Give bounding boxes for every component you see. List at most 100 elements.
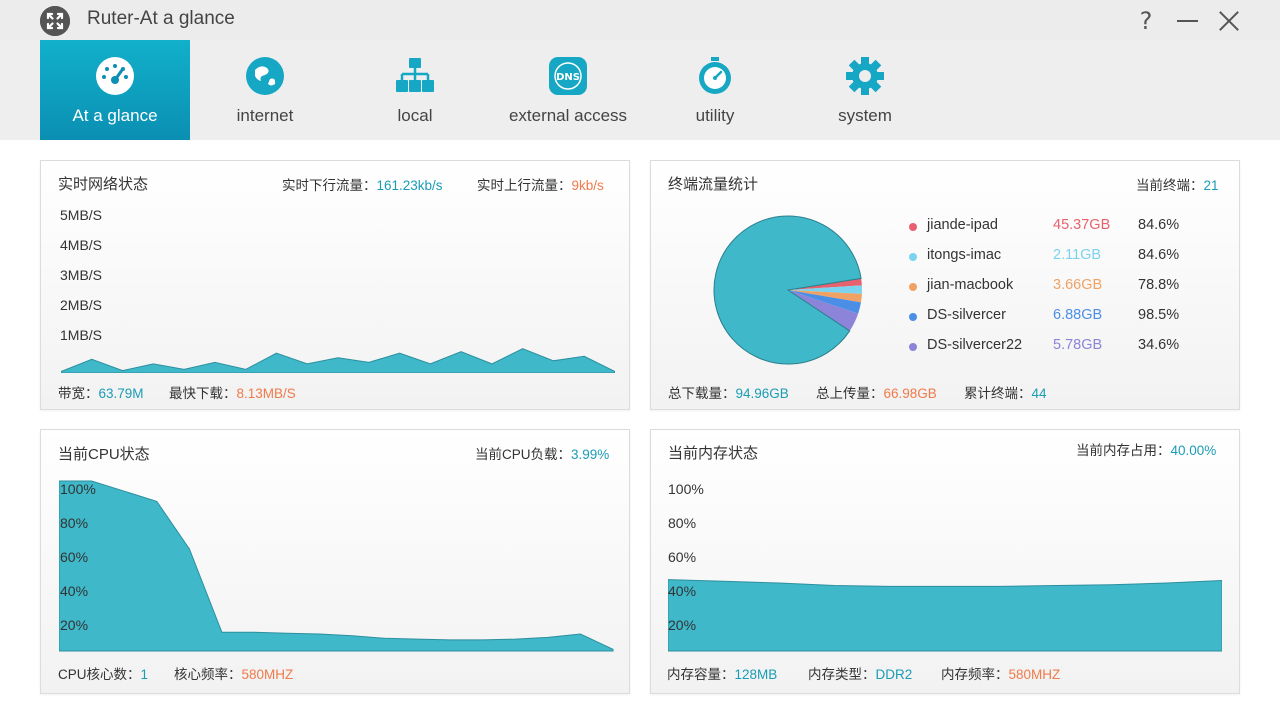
- current-terminals: 当前终端：21: [1136, 174, 1219, 194]
- main-nav: At a glance internet local: [0, 40, 1280, 140]
- y-tick-label: 60%: [668, 549, 697, 565]
- device-legend-item: DS-silvercer22 5.78GB 34.6%: [909, 337, 1219, 357]
- cpu-frequency: 核心频率：580MHZ: [174, 663, 293, 683]
- stopwatch-icon: [695, 56, 735, 96]
- stat-value: 3.99%: [571, 447, 610, 462]
- stat-value: 161.23kb/s: [376, 178, 443, 193]
- device-name: DS-silvercer22: [927, 337, 1023, 353]
- fastest-download: 最快下载：8.13MB/S: [169, 382, 296, 402]
- stat-label: 累计终端：: [964, 386, 1032, 401]
- total-upload: 总上传量：66.98GB: [816, 382, 937, 402]
- stat-label: 内存类型：: [808, 667, 876, 682]
- y-tick-label: 20%: [668, 617, 697, 633]
- legend-color-dot: [909, 253, 917, 261]
- legend-color-dot: [909, 223, 917, 231]
- stat-value: 40.00%: [1170, 443, 1217, 458]
- stat-label: 核心频率：: [174, 667, 242, 682]
- y-tick-label: 20%: [60, 617, 89, 633]
- stat-label: 总上传量：: [816, 386, 884, 401]
- stat-value: 9kb/s: [571, 178, 604, 193]
- y-tick-label: 100%: [668, 481, 704, 497]
- tab-at-a-glance[interactable]: At a glance: [40, 40, 190, 140]
- memory-capacity: 内存容量：128MB: [667, 663, 777, 683]
- device-legend-item: DS-silvercer 6.88GB 98.5%: [909, 307, 1219, 327]
- gear-icon: [845, 56, 885, 96]
- stat-label: 当前CPU负载：: [475, 447, 572, 462]
- y-tick-label: 2MB/S: [60, 297, 103, 313]
- device-traffic: 6.88GB: [1053, 307, 1103, 323]
- memory-frequency: 内存频率：580MHZ: [941, 663, 1060, 683]
- device-name: jiande-ipad: [927, 217, 998, 233]
- stat-label: 带宽：: [58, 386, 99, 401]
- help-button[interactable]: ?: [1139, 7, 1153, 35]
- panel-title: 当前内存状态: [668, 445, 759, 462]
- tab-utility[interactable]: utility: [640, 40, 790, 140]
- tab-internet[interactable]: internet: [190, 40, 340, 140]
- device-percent: 84.6%: [1138, 217, 1180, 233]
- minimize-button[interactable]: [1174, 8, 1200, 34]
- tab-system[interactable]: system: [790, 40, 940, 140]
- stat-value: 44: [1031, 386, 1047, 401]
- stat-value: 63.79M: [98, 386, 144, 401]
- pie-slice: [788, 285, 862, 294]
- terminal-traffic-pie-chart: [713, 215, 862, 365]
- cumulative-terminals: 累计终端：44: [964, 382, 1047, 402]
- memory-type: 内存类型：DDR2: [808, 663, 912, 683]
- y-tick-label: 60%: [60, 549, 89, 565]
- tab-local[interactable]: local: [340, 40, 490, 140]
- device-legend-item: jiande-ipad 45.37GB 84.6%: [909, 217, 1219, 237]
- downlink-rate: 实时下行流量：161.23kb/s: [282, 174, 443, 194]
- cpu-cores: CPU核心数：1: [58, 663, 148, 683]
- y-tick-label: 3MB/S: [60, 267, 103, 283]
- device-legend: jiande-ipad 45.37GB 84.6% itongs-imac 2.11GB…: [909, 217, 1219, 357]
- bandwidth: 带宽：63.79M: [58, 382, 144, 402]
- cpu-load: 当前CPU负载：3.99%: [475, 443, 609, 463]
- dns-icon: DNS: [548, 56, 588, 96]
- network-traffic-chart: [61, 348, 615, 373]
- device-percent: 78.8%: [1138, 277, 1180, 293]
- dashboard-icon: [95, 56, 135, 96]
- pie-slice: [713, 215, 862, 365]
- y-tick-label: 80%: [60, 515, 89, 531]
- tab-label: local: [397, 106, 433, 125]
- device-percent: 84.6%: [1138, 247, 1180, 263]
- stat-label: 最快下载：: [169, 386, 237, 401]
- y-tick-label: 100%: [60, 481, 96, 497]
- stat-label: 内存频率：: [941, 667, 1009, 682]
- globe-icon: [245, 56, 285, 96]
- device-legend-item: jian-macbook 3.66GB 78.8%: [909, 277, 1219, 297]
- device-name: DS-silvercer: [927, 307, 1006, 323]
- tab-label: system: [838, 106, 892, 125]
- y-tick-label: 40%: [668, 583, 697, 599]
- device-name: jian-macbook: [927, 277, 1014, 293]
- cpu-status-panel: 当前CPU状态 当前CPU负载：3.99% 100% 80% 60% 40% 2…: [40, 429, 630, 694]
- stat-value: 128MB: [734, 667, 778, 682]
- app-logo-icon: [40, 6, 70, 36]
- legend-color-dot: [909, 283, 917, 291]
- pie-slice: [788, 290, 862, 303]
- memory-status-panel: 当前内存状态 当前内存占用：40.00% 100% 80% 60% 40% 20…: [650, 429, 1240, 694]
- stat-value: 94.96GB: [735, 386, 789, 401]
- y-tick-label: 5MB/S: [60, 207, 103, 223]
- tab-external-access[interactable]: DNS external access: [493, 40, 643, 140]
- panel-title: 当前CPU状态: [58, 446, 150, 463]
- tab-label: At a glance: [72, 106, 158, 125]
- stat-label: 内存容量：: [667, 667, 735, 682]
- tab-label: utility: [695, 106, 735, 125]
- uplink-rate: 实时上行流量：9kb/s: [477, 174, 604, 194]
- y-tick-label: 4MB/S: [60, 237, 103, 253]
- device-percent: 34.6%: [1138, 337, 1180, 353]
- stat-value: 8.13MB/S: [236, 386, 296, 401]
- close-button[interactable]: [1216, 8, 1242, 34]
- cpu-load-area: [59, 480, 614, 652]
- total-download: 总下载量：94.96GB: [668, 382, 789, 402]
- device-percent: 98.5%: [1138, 307, 1180, 323]
- stat-label: CPU核心数：: [58, 667, 141, 682]
- legend-color-dot: [909, 343, 917, 351]
- stat-label: 实时下行流量：: [282, 178, 377, 193]
- legend-color-dot: [909, 313, 917, 321]
- y-tick-label: 40%: [60, 583, 89, 599]
- stat-label: 实时上行流量：: [477, 178, 572, 193]
- device-traffic: 2.11GB: [1053, 247, 1102, 263]
- stat-value: 580MHZ: [241, 667, 294, 682]
